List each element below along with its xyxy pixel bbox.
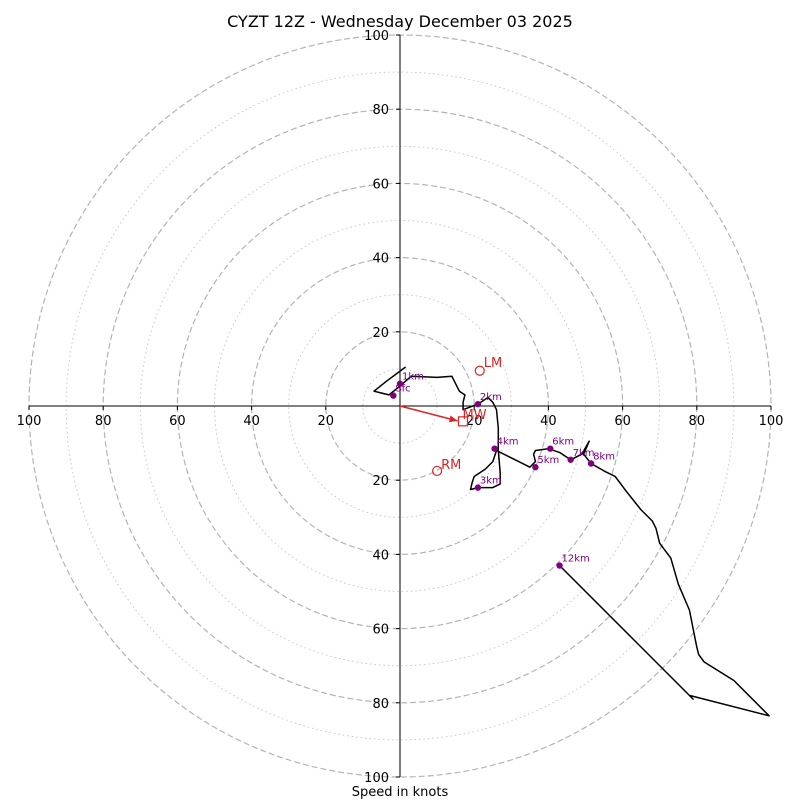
right-mover-label: RM [441,458,461,473]
height-marker-dot [474,484,482,491]
y-tick-label: 80 [372,103,389,118]
height-marker-label: 5km [537,455,559,466]
tick-labels: 100 80 60 40 20 20 40 60 80 100 20 40 60 80 100 20 40 60 8… [17,29,784,786]
left-mover-marker [474,365,485,376]
chart-title: CYZT 12Z - Wednesday December 03 2025 [227,12,573,31]
height-marker-dot [396,380,404,387]
left-mover-label: LM [484,356,502,371]
storm-motion-markers: MW LM RM [399,356,502,477]
height-marker-7km: 7km [567,448,595,463]
x-tick-label: 100 [17,414,42,429]
height-marker-2km: 2km [474,392,502,408]
y-tick-label: 100 [364,29,389,44]
height-marker-dot [547,445,554,452]
hodograph-trace [373,366,770,717]
height-marker-label: 3km [480,476,502,487]
height-marker-dot [556,562,563,569]
height-marker-Sfc: Sfc [390,384,411,399]
x-tick-label: 80 [689,414,706,429]
height-marker-dot [390,392,397,399]
y-tick-label: 40 [372,548,389,563]
height-marker-label: 6km [552,437,574,448]
height-marker-dot [491,445,498,452]
x-tick-label: 20 [466,414,483,429]
x-tick-label: 40 [540,414,557,429]
height-marker-label: 7km [573,448,595,459]
y-tick-label: 60 [372,623,389,638]
x-tick-label: 100 [759,414,784,429]
height-marker-label: 2km [480,392,502,403]
y-tick-label: 20 [372,326,389,341]
height-marker-dot [532,464,539,471]
mean-wind-label: MW [463,408,487,423]
height-marker-label: 4km [497,437,519,448]
x-tick-label: 80 [95,414,112,429]
height-marker-dot [587,460,595,467]
y-tick-label: 20 [372,474,389,489]
mean-wind-arrow [399,405,458,422]
height-marker-label: 8km [593,452,615,463]
y-tick-label: 80 [372,697,389,712]
height-marker-8km: 8km [587,452,615,467]
height-marker-3km: 3km [474,476,502,491]
y-tick-label: 60 [372,177,389,192]
height-marker-label: 12km [562,554,590,565]
x-tick-label: 60 [614,414,631,429]
height-marker-label: Sfc [395,384,410,395]
height-marker-12km: 12km [556,554,590,569]
x-tick-label: 20 [318,414,335,429]
height-marker-1km: 1km [396,372,424,387]
y-tick-label: 100 [364,771,389,786]
wind-trace-line [373,366,770,717]
x-tick-label: 40 [243,414,260,429]
mean-wind-arrowhead [448,415,458,423]
height-marker-dot [474,400,482,408]
x-tick-label: 60 [169,414,186,429]
height-marker-4km: 4km [491,437,519,452]
mean-wind-marker [457,416,469,427]
height-marker-dot [567,456,574,463]
height-marker-5km: 5km [532,455,559,471]
height-marker-6km: 6km [547,437,574,452]
right-mover-marker [432,465,443,477]
height-marker-label: 1km [402,372,424,383]
x-axis-label: Speed in knots [352,785,449,800]
y-tick-label: 40 [372,252,389,267]
